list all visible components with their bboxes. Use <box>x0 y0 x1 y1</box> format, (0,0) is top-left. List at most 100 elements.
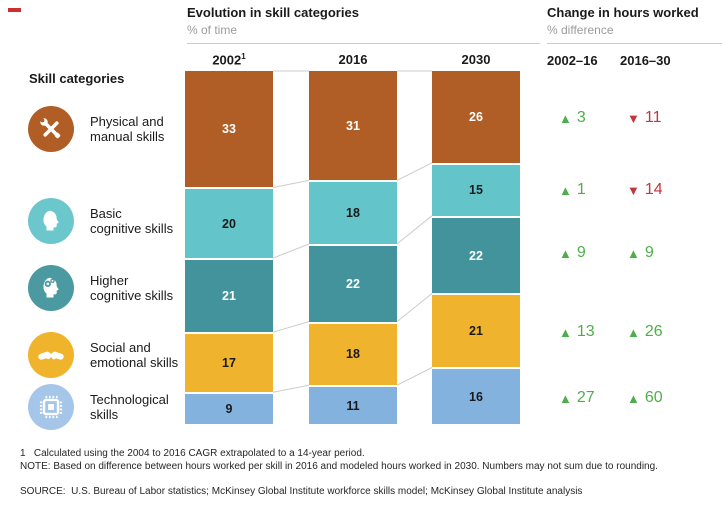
bar-value: 9 <box>225 402 233 417</box>
bar-value: 31 <box>346 118 360 133</box>
bar-segment: 21 <box>432 293 520 368</box>
bar-value: 22 <box>469 248 483 263</box>
change-cell: ▲ 9 <box>559 242 586 264</box>
change-cell: ▲ 27 <box>559 387 595 409</box>
bar-segment: 18 <box>309 180 397 244</box>
skill-row-higher-cognitive: Higher cognitive skills <box>28 265 173 311</box>
chart-title: Evolution in skill categories <box>187 5 359 20</box>
skill-row-basic-cognitive: Basic cognitive skills <box>28 198 173 244</box>
bar-segment: 21 <box>185 258 273 333</box>
change-value: 27 <box>576 389 595 406</box>
bar-value: 20 <box>222 216 236 231</box>
change-cell: ▲ 26 <box>627 321 663 343</box>
change-cell: ▲ 9 <box>627 242 654 264</box>
changes-title: Change in hours worked <box>547 5 699 20</box>
bar-segment: 18 <box>309 321 397 386</box>
physical-skills-badge <box>28 106 74 152</box>
chart-divider <box>187 43 540 44</box>
bar-segment: 33 <box>185 71 273 188</box>
bar-column-header: 2030 <box>461 52 491 67</box>
bar-segment: 22 <box>309 243 397 322</box>
skill-categories-heading: Skill categories <box>29 71 125 86</box>
triangle-up-icon: ▲ <box>627 324 640 340</box>
bar-value: 17 <box>222 356 236 371</box>
head-icon <box>43 210 59 231</box>
bar-value: 11 <box>346 398 360 413</box>
change-value: 14 <box>644 181 663 198</box>
footnote-note: NOTE: Based on difference between hours … <box>20 461 658 472</box>
change-cell: ▲ 1 <box>559 179 586 201</box>
higher-cognitive-badge <box>28 265 74 311</box>
change-cell: ▲ 13 <box>559 321 595 343</box>
change-value: 26 <box>644 323 663 340</box>
bar-segment: 31 <box>309 71 397 181</box>
change-value: 1 <box>576 181 586 198</box>
bar-segment: 11 <box>309 385 397 424</box>
skill-row-social-emotional: Social and emotional skills <box>28 332 178 378</box>
triangle-up-icon: ▲ <box>559 110 572 126</box>
bar-segment: 17 <box>185 332 273 393</box>
skill-row-technological: Technological skills <box>28 384 169 430</box>
head-gears-icon <box>43 277 59 298</box>
connector-line <box>396 367 433 386</box>
bar-segment: 26 <box>432 71 520 163</box>
skill-label-basic-cognitive: Basic cognitive skills <box>90 206 174 236</box>
connector-lines <box>272 70 433 393</box>
connector-line <box>396 215 433 245</box>
bar-value: 18 <box>346 206 360 221</box>
connector-line <box>272 243 310 259</box>
technological-badge <box>28 384 74 430</box>
bar-value: 15 <box>469 183 483 198</box>
chart-subtitle: % of time <box>187 23 238 37</box>
change-cell: ▼ 14 <box>627 179 663 201</box>
footnote-source: SOURCE: U.S. Bureau of Labor statistics;… <box>20 486 583 497</box>
skill-label-physical: Physical and manual skills <box>90 114 165 144</box>
change-value: 11 <box>644 109 662 126</box>
triangle-up-icon: ▲ <box>559 182 572 198</box>
footnote-1: 1 Calculated using the 2004 to 2016 CAGR… <box>20 448 365 459</box>
bar-segment: 22 <box>432 215 520 294</box>
change-col-header-2002-16: 2002–16 <box>547 53 598 68</box>
bar-value: 33 <box>222 122 236 137</box>
bar-value: 18 <box>346 347 360 362</box>
change-cell: ▲ 60 <box>627 387 663 409</box>
basic-cognitive-badge <box>28 198 74 244</box>
bar-column-header: 2016 <box>338 52 368 67</box>
handshake-icon <box>38 351 64 360</box>
change-value: 3 <box>576 109 586 126</box>
bar-value: 26 <box>469 109 483 124</box>
triangle-up-icon: ▲ <box>559 245 572 261</box>
social-emotional-badge <box>28 332 74 378</box>
change-cell: ▼ 11 <box>627 107 661 129</box>
skill-label-technological: Technological skills <box>90 392 169 422</box>
bar-segment: 9 <box>185 392 273 424</box>
chip-icon <box>39 395 63 419</box>
skill-label-higher-cognitive: Higher cognitive skills <box>90 273 174 303</box>
bar-value: 22 <box>346 276 360 291</box>
bar-value: 21 <box>222 289 236 304</box>
change-cell: ▲ 3 <box>559 107 586 129</box>
skill-label-social-emotional: Social and emotional skills <box>90 340 179 370</box>
change-value: 60 <box>644 389 663 406</box>
bar-column-header: 20021 <box>212 52 246 68</box>
triangle-down-icon: ▼ <box>627 182 640 198</box>
change-value: 9 <box>576 244 586 261</box>
bar-value: 21 <box>469 324 483 339</box>
triangle-up-icon: ▲ <box>559 390 572 406</box>
bar-2002: 33 20 21 17 9 <box>185 71 273 424</box>
change-col-header-2016-30: 2016–30 <box>620 53 671 68</box>
tools-icon <box>40 118 61 139</box>
bar-2030: 26 15 22 21 16 <box>432 71 520 424</box>
bar-value: 16 <box>469 389 483 404</box>
change-value: 13 <box>576 323 595 340</box>
change-value: 9 <box>644 244 654 261</box>
connector-line <box>272 384 310 393</box>
connector-line <box>396 293 433 322</box>
connector-line <box>272 179 310 188</box>
changes-subtitle: % difference <box>547 23 614 37</box>
triangle-up-icon: ▲ <box>627 245 640 261</box>
skill-row-physical: Physical and manual skills <box>28 106 164 152</box>
bar-segment: 20 <box>185 187 273 259</box>
red-dash <box>8 8 21 12</box>
